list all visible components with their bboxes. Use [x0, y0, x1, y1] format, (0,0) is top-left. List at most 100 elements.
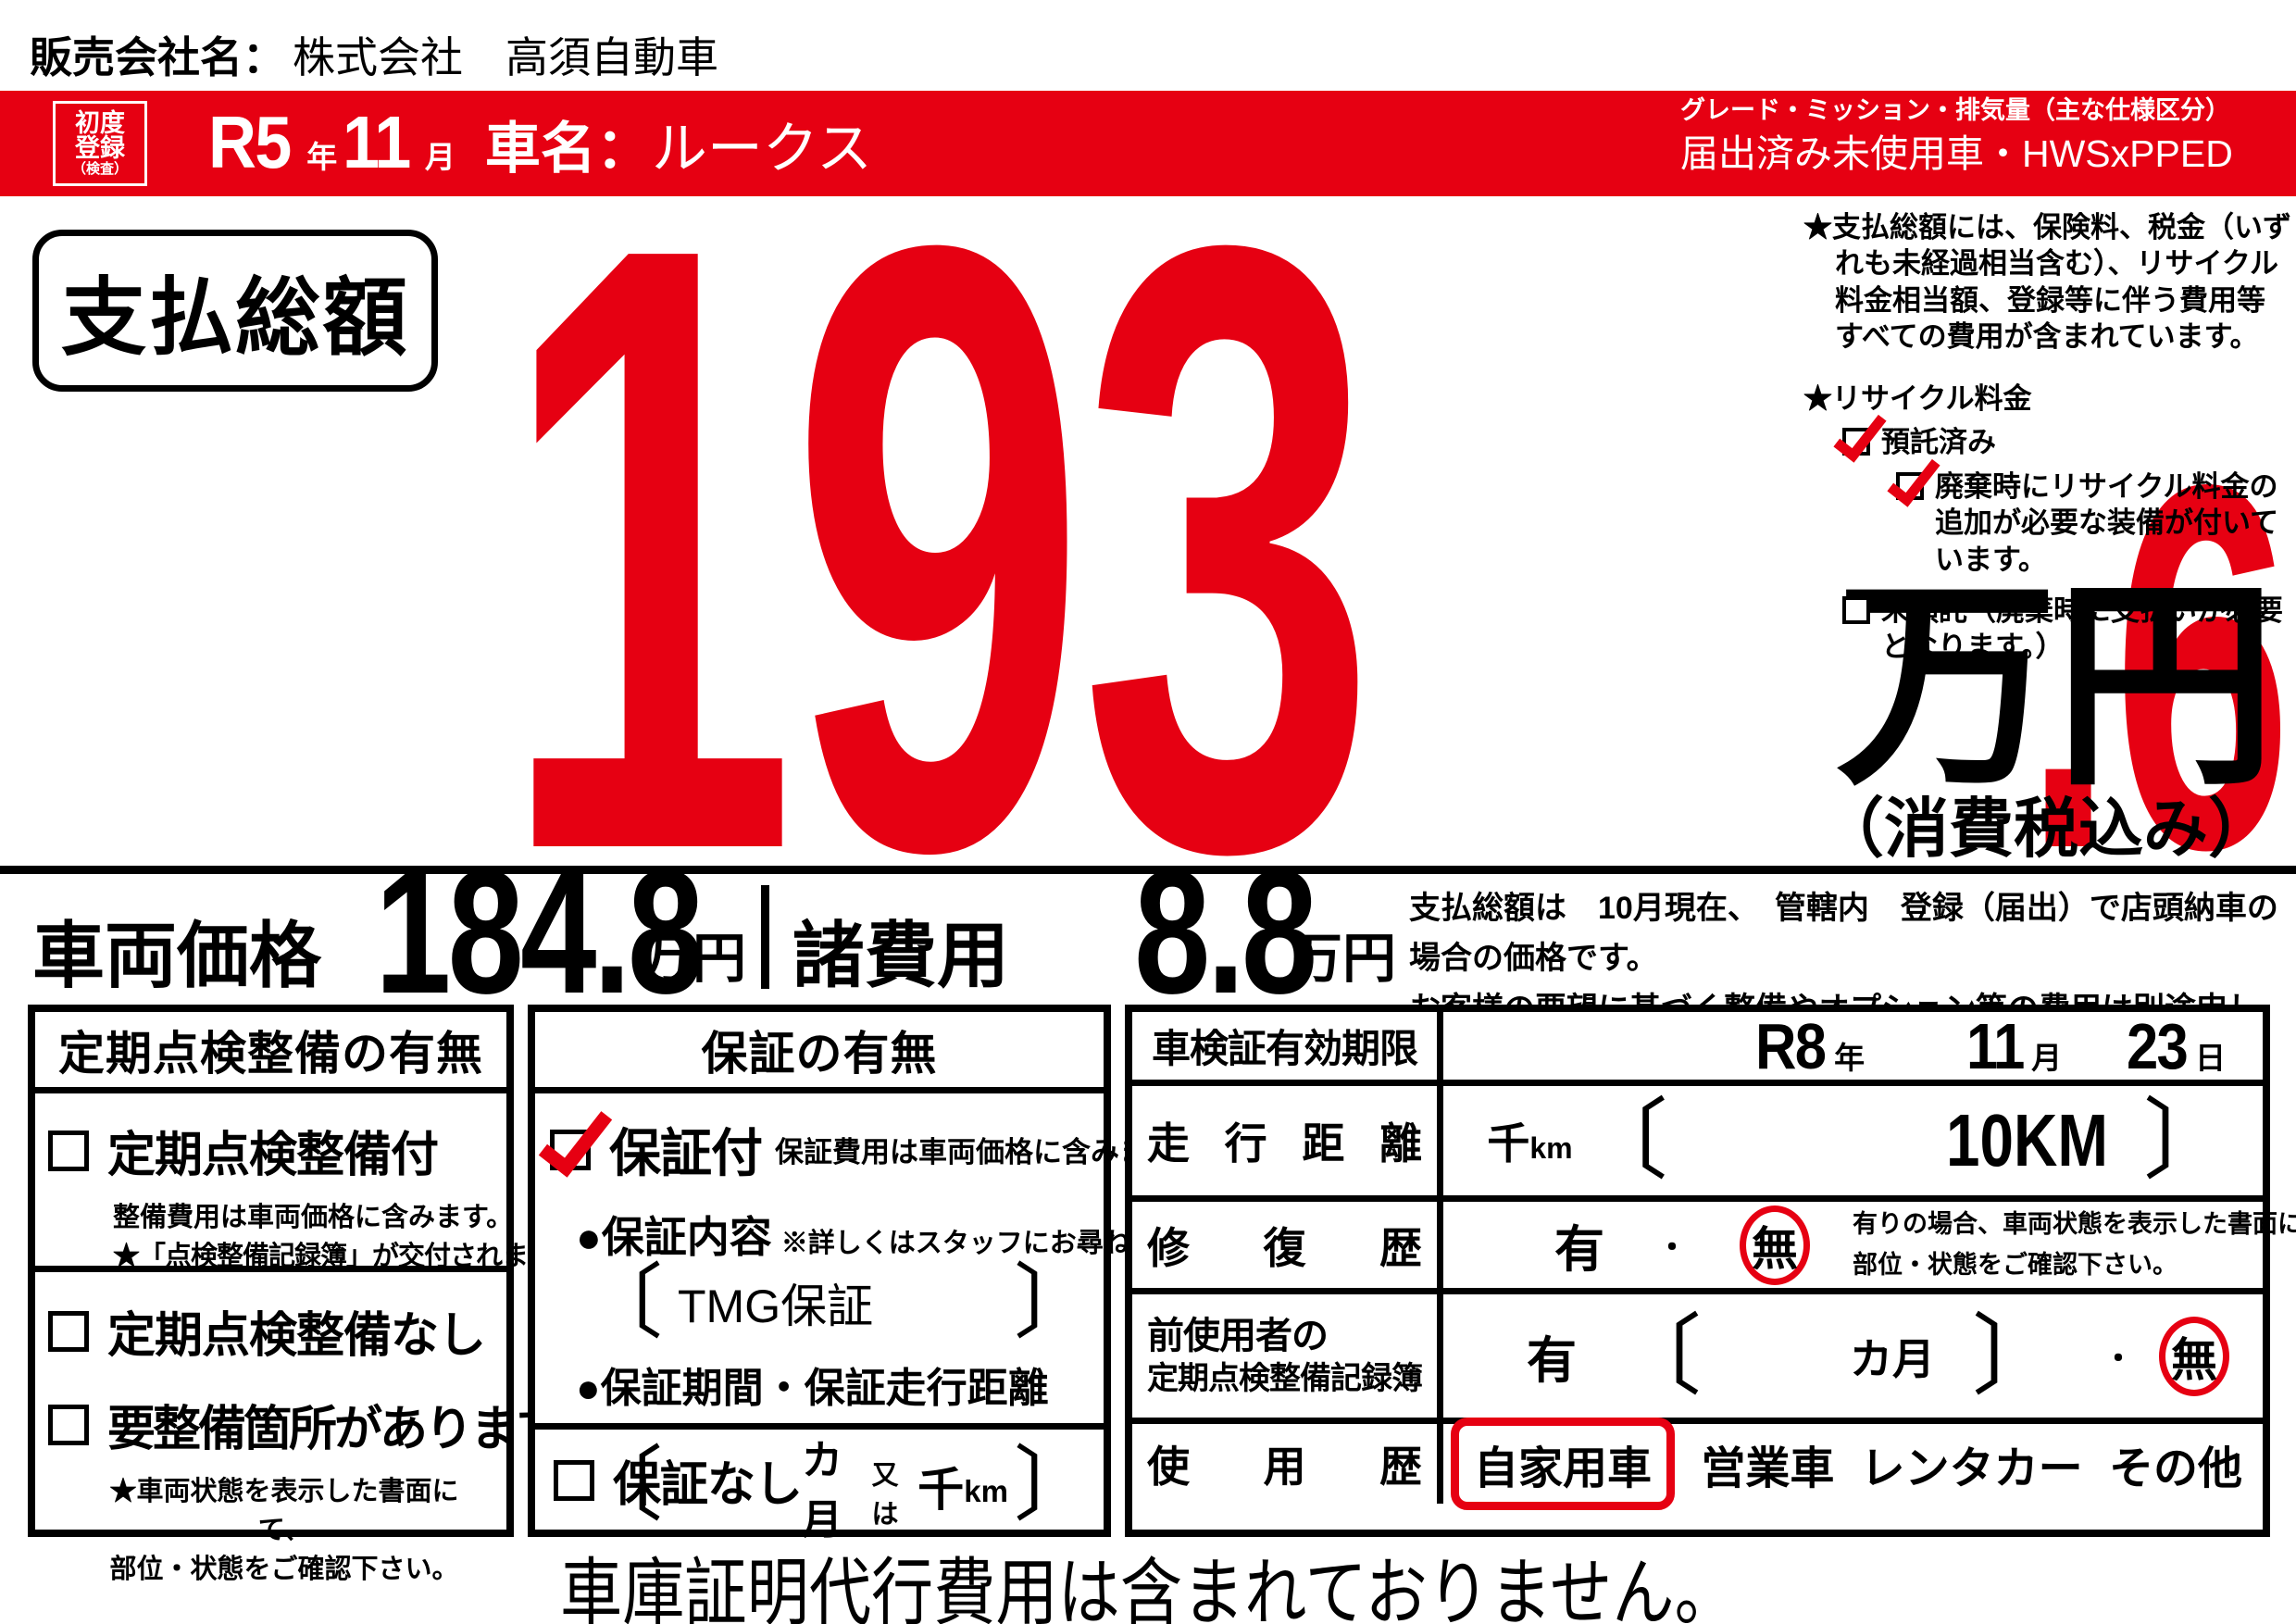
maintenance-needs-note: ★車両状態を表示した書面にて、 部位・状態をご確認下さい。 — [85, 1472, 483, 1589]
mileage-prefix-small: km — [1529, 1131, 1573, 1165]
footer-note: 車庫証明代行費用は含まれておりません。 — [559, 1552, 1737, 1624]
year-unit: 年 — [306, 140, 338, 174]
warranty-with-checkbox — [550, 1129, 591, 1170]
mileage-value-cell: 千km 〔 10KM 〕 — [1443, 1086, 2263, 1195]
total-includes-note: ★支払総額には、保険料、税金（いずれも未経過相当含む）、リサイクル料金相当額、登… — [1803, 211, 2291, 354]
grade-caption: グレード・ミッション・排気量（主な仕様区分） — [1680, 96, 2230, 124]
recycle-equipment-option: 廃棄時にリサイクル料金の追加が必要な装備が付いています。 — [1896, 468, 2292, 578]
warranty-panel: 保証の有無 保証付 保証費用は車両価格に含みます。 ●保証内容 ※詳しくはスタッフ… — [528, 1005, 1238, 1543]
price-breakdown-row: 車両価格 184.8 万円 諸費用 8.8 万円 支払総額は 10月現在、 管轄… — [0, 845, 2296, 1077]
shaken-month: 11 — [1966, 1009, 2025, 1082]
amount-integer: 193 — [500, 68, 1377, 1031]
total-price-label: 支払総額 — [32, 230, 439, 392]
grade-block: グレード・ミッション・排気量（主な仕様区分） 届出済み未使用車・HWSxPPED — [1680, 96, 2233, 176]
total-price-amount: 193.6 — [500, 68, 2296, 1031]
warranty-period-value-row: 〔 カ月 又は 千 km 〕 — [581, 1427, 1095, 1545]
section-divider — [0, 866, 2296, 874]
maintenance-needs-note2: 部位・状態をご確認下さい。 — [109, 1555, 459, 1585]
record-label-cell: 前使用者の 定期点検整備記録簿 — [1132, 1294, 1443, 1418]
side-notes: ★支払総額には、保険料、税金（いずれも未経過相当含む）、リサイクル料金相当額、登… — [1803, 209, 2292, 666]
shaken-value-cell: R8 年 11 月 23 日 — [1443, 1009, 2263, 1082]
vehicle-price-label: 車両価格 — [32, 915, 322, 996]
usage-label: 使用歴 — [1147, 1443, 1422, 1491]
dealer-label: 販売会社名： — [30, 33, 285, 81]
shaken-month-unit: 月 — [2031, 1040, 2063, 1075]
warranty-without-checkbox — [554, 1459, 594, 1501]
amount-unit: 万円 — [1835, 561, 2277, 810]
repair-history-row: 修復歴 有 ・ 無 有りの場合、車両状態を表示した書面にて、 部位・状態をご確認… — [1132, 1202, 2296, 1294]
maintenance-needs-note1: ★車両状態を表示した書面にて、 — [109, 1477, 459, 1546]
deposited-option: 預託済み — [1842, 424, 2292, 460]
maintenance-panel-title: 定期点検整備の有無 — [35, 1012, 506, 1093]
shaken-label-cell: 車検証有効期限 — [1132, 1012, 1443, 1080]
shaken-row: 車検証有効期限 R8 年 11 月 23 日 — [1132, 1009, 2263, 1086]
car-name: ルークス — [651, 118, 873, 180]
warranty-panel-title: 保証の有無 — [535, 1012, 1104, 1093]
deposited-checkbox — [1842, 428, 1870, 456]
fees-label: 諸費用 — [792, 915, 1010, 996]
maintenance-without-checkbox — [48, 1310, 89, 1352]
warranty-content-label-text: ●保証内容 — [576, 1213, 772, 1261]
shaken-label: 車検証有効期限 — [1151, 1027, 1418, 1070]
maintenance-needs-checkbox — [48, 1404, 89, 1445]
warranty-km-unit-small: km — [964, 1473, 1008, 1508]
repair-label: 修復歴 — [1147, 1223, 1422, 1272]
first-registration-badge: 初度 登録 （検査） — [53, 101, 147, 186]
tax-included-note: （消費税込み） — [1819, 792, 2273, 865]
close-bracket: 〕 — [1972, 1306, 2061, 1405]
shaken-day-unit: 日 — [2195, 1040, 2226, 1075]
first-reg-month: 11 — [343, 101, 411, 183]
record-label-line1: 前使用者の — [1147, 1316, 1329, 1357]
usage-value-cell: 自家用車 営業車 レンタカー その他 — [1443, 1418, 2263, 1510]
dealer-line: 販売会社名： 株式会社 高須自動車 — [30, 24, 718, 85]
usage-history-row: 使用歴 自家用車 営業車 レンタカー その他 — [1132, 1418, 2263, 1510]
warranty-content-value-row: 〔 TMG保証 〕 — [581, 1256, 1095, 1348]
record-value-cell: 有 〔 カ月 〕 ・ 無 — [1443, 1294, 2263, 1418]
recycle-equipment-label: 廃棄時にリサイクル料金の追加が必要な装備が付いています。 — [1935, 469, 2279, 576]
usage-option-other: その他 — [2108, 1444, 2242, 1493]
recycle-equipment-checkbox — [1896, 471, 1924, 500]
registration-line: R5 年11 月車名：ルークス — [208, 100, 872, 185]
first-reg-year: R5 — [208, 101, 292, 183]
record-book-row: 前使用者の 定期点検整備記録簿 有 〔 カ月 〕 ・ 無 — [1132, 1294, 2263, 1424]
usage-label-cell: 使用歴 — [1132, 1424, 1443, 1504]
vehicle-price-value: 184.8 — [375, 834, 704, 1031]
open-bracket: 〔 — [581, 1439, 664, 1531]
badge-line3: （検査） — [71, 160, 128, 177]
open-bracket: 〔 — [1614, 1306, 1703, 1405]
amount-unit-block: 万円 （消費税込み） — [1819, 561, 2277, 867]
fees-unit: 万円 — [1289, 929, 1397, 989]
shaken-year: R8 — [1754, 1009, 1827, 1082]
shaken-day: 23 — [2127, 1009, 2189, 1082]
mileage-label: 走行距離 — [1147, 1119, 1422, 1168]
recycle-fee-title: ★リサイクル料金 — [1803, 382, 2032, 416]
repair-note: 有りの場合、車両状態を表示した書面にて、 部位・状態をご確認下さい。 — [1853, 1205, 2296, 1284]
not-deposited-option: 未預託（廃棄時に支払いが必要となります。） — [1842, 593, 2292, 666]
record-separator: ・ — [2103, 1342, 2135, 1377]
record-yes: 有 — [1527, 1333, 1577, 1389]
maintenance-with-note: 整備費用は車両価格に含みます。 ★「点検整備記録簿」が交付されます。 — [113, 1198, 578, 1276]
price-divider — [761, 885, 769, 989]
warranty-with-label: 保証付 — [609, 1124, 763, 1182]
close-bracket: 〕 — [1013, 1439, 1095, 1531]
header-bar: 初度 登録 （検査） R5 年11 月車名：ルークス グレード・ミッション・排気量（… — [0, 91, 2296, 196]
record-label-line2: 定期点検整備記録簿 — [1147, 1361, 1423, 1397]
maintenance-with-label: 定期点検整備付 — [107, 1129, 439, 1182]
mileage-value: 10KM — [1945, 1099, 2108, 1181]
amount-decimal: .6 — [2023, 377, 2292, 957]
warranty-content-value: TMG保証 — [678, 1280, 874, 1333]
open-bracket: 〔 — [581, 1256, 664, 1348]
not-deposited-label: 未預託（廃棄時に支払いが必要となります。） — [1881, 593, 2283, 664]
total-price-section: 支払総額 193.6 万円 （消費税込み） ★支払総額には、保険料、税金（いずれ… — [0, 68, 2296, 1031]
not-deposited-checkbox — [1842, 595, 1870, 624]
maintenance-with-note2: ★「点検整備記録簿」が交付されます。 — [113, 1242, 578, 1272]
close-bracket: 〕 — [1013, 1256, 1095, 1348]
usage-option-private: 自家用車 — [1451, 1418, 1676, 1510]
close-bracket: 〕 — [2142, 1092, 2231, 1190]
repair-label-cell: 修復歴 — [1132, 1202, 1443, 1288]
vehicle-price-unit: 万円 — [639, 929, 747, 989]
maintenance-without-label: 定期点検整備なし — [107, 1309, 486, 1363]
shaken-year-unit: 年 — [1834, 1040, 1866, 1075]
mileage-prefix-big: 千 — [1487, 1119, 1530, 1168]
